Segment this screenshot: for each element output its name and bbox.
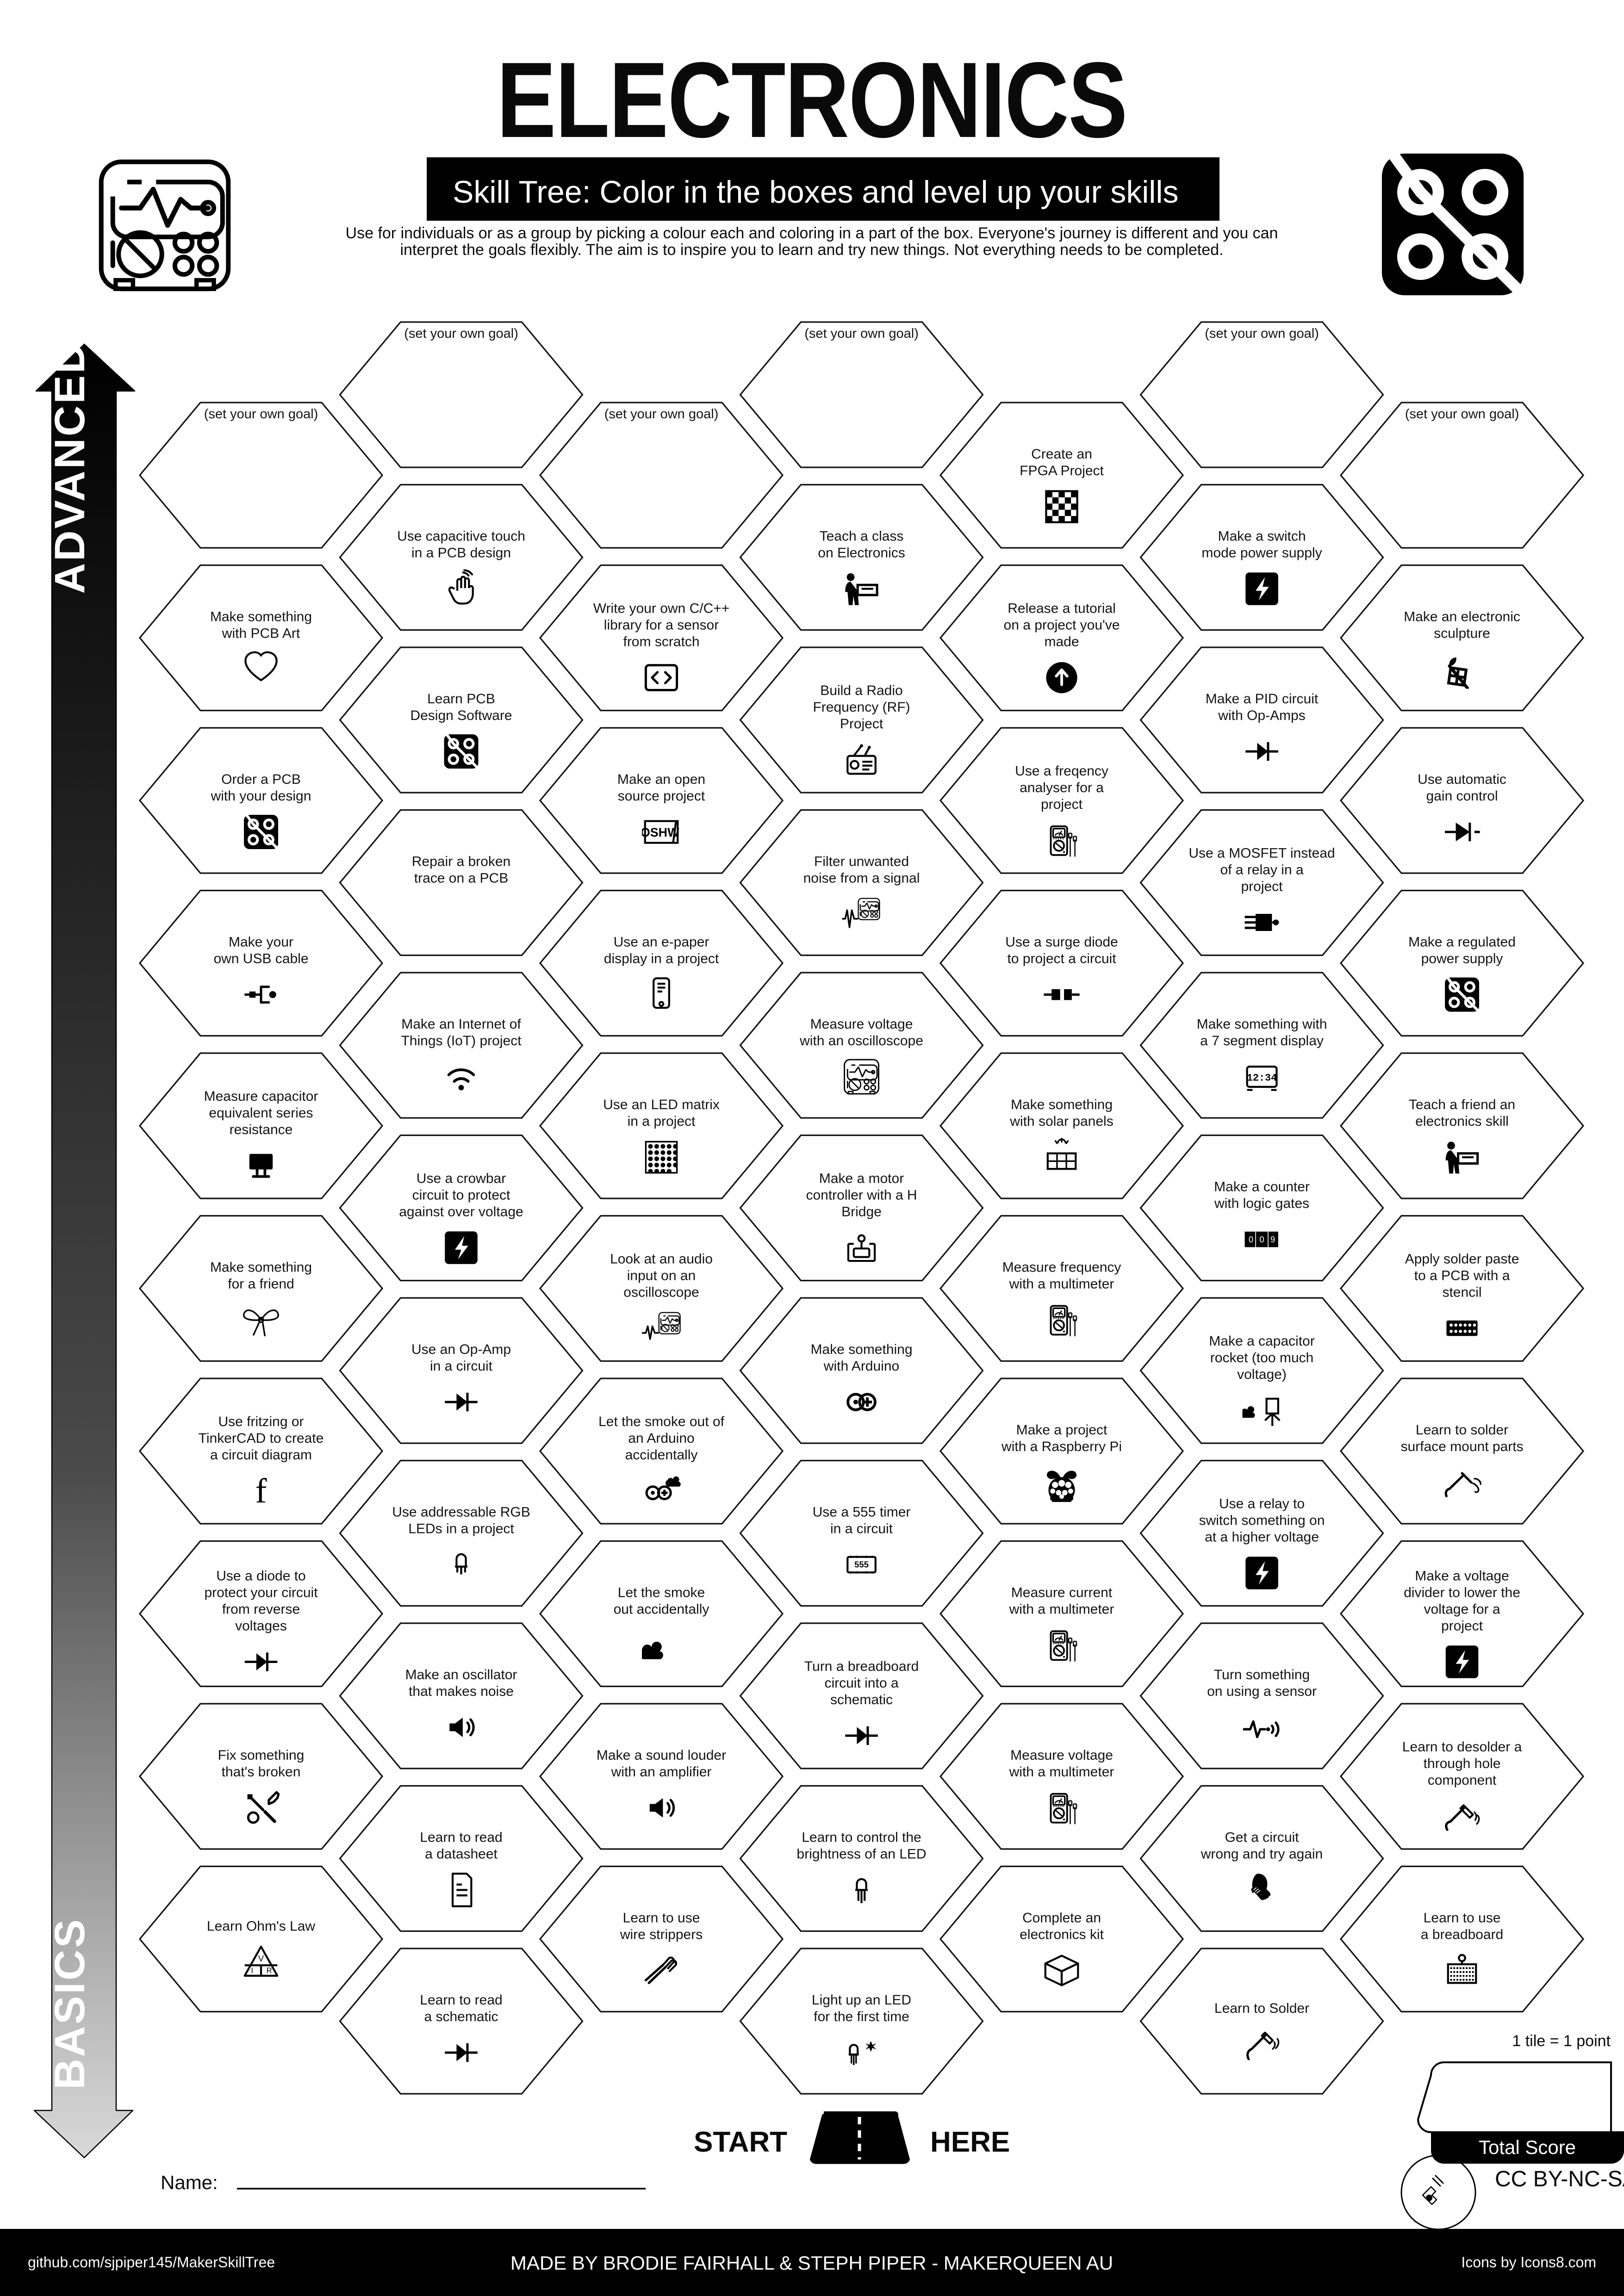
svg-text:START: START [694, 2126, 787, 2158]
svg-text:Icons by Icons8.com: Icons by Icons8.com [1461, 2254, 1596, 2271]
svg-text:github.com/sjpiper145/MakerSki: github.com/sjpiper145/MakerSkillTree [28, 2254, 275, 2271]
svg-text:Name:: Name: [161, 2172, 218, 2193]
svg-text:Total Score: Total Score [1479, 2136, 1576, 2158]
svg-text:1 tile = 1 point: 1 tile = 1 point [1512, 2032, 1611, 2050]
svg-text:HERE: HERE [930, 2126, 1010, 2158]
svg-text:CC BY-NC-SA 4.0: CC BY-NC-SA 4.0 [1495, 2167, 1624, 2191]
svg-text:MADE BY BRODIE FAIRHALL & STEP: MADE BY BRODIE FAIRHALL & STEPH PIPER - … [510, 2252, 1113, 2274]
